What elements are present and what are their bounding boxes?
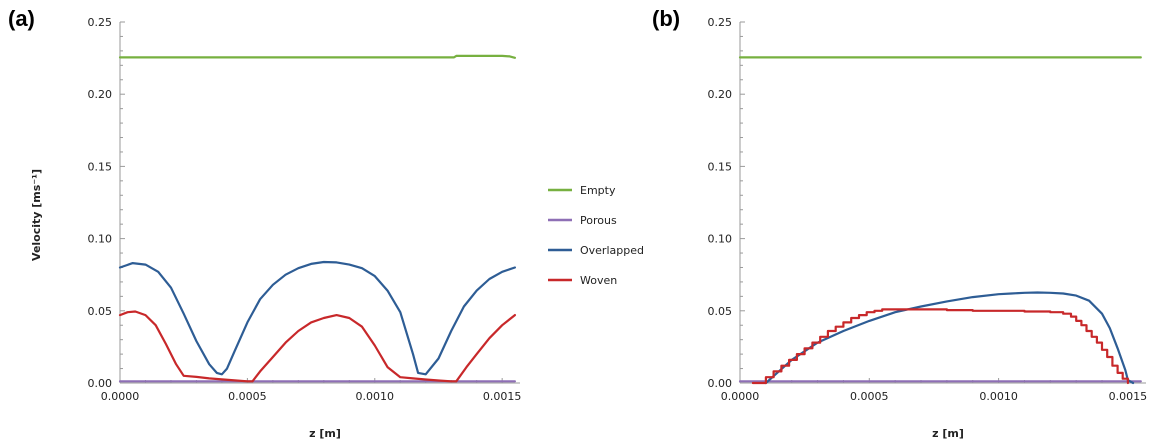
y-tick-label-a: 0.20 <box>88 88 113 101</box>
x-tick-label-b: 0.0015 <box>1109 390 1148 403</box>
legend-label-woven: Woven <box>580 274 617 287</box>
legend-label-overlapped: Overlapped <box>580 244 644 257</box>
panel-label-b: (b) <box>652 6 680 31</box>
x-axis-title-a: z [m] <box>309 427 341 440</box>
y-tick-label-a: 0.10 <box>88 233 113 246</box>
y-tick-label-a: 0.05 <box>88 305 113 318</box>
x-tick-label-a: 0.0005 <box>228 390 267 403</box>
y-tick-label-b: 0.15 <box>708 160 733 173</box>
panel-label-a: (a) <box>8 6 35 31</box>
y-tick-label-b: 0.00 <box>708 377 733 390</box>
chart-a: (a) 0.00 0.05 0.10 0.15 0.20 0.25 0.0000 0.0005 0… <box>8 6 644 440</box>
x-tick-label-a: 0.0000 <box>101 390 140 403</box>
series-line-woven-a <box>118 310 516 383</box>
series-line-series-2-b <box>764 291 1135 385</box>
y-tick-label-b: 0.05 <box>708 305 733 318</box>
legend-label-empty: Empty <box>580 184 616 197</box>
x-tick-label-a: 0.0010 <box>356 390 395 403</box>
y-axis-title-a: Velocity [ms⁻¹] <box>30 169 43 261</box>
legend: Empty Porous Overlapped Woven <box>548 184 644 287</box>
legend-label-porous: Porous <box>580 214 617 227</box>
x-axis-title-b: z [m] <box>932 427 964 440</box>
series-line-empty-a <box>118 54 516 59</box>
y-tick-label-b: 0.20 <box>708 88 733 101</box>
x-tick-label-a: 0.0015 <box>483 390 522 403</box>
x-tick-label-b: 0.0005 <box>850 390 889 403</box>
x-tick-label-b: 0.0000 <box>721 390 760 403</box>
y-tick-label-a: 0.00 <box>88 377 113 390</box>
y-tick-label-a: 0.25 <box>88 16 113 29</box>
series-line-series-3-b <box>751 308 1129 385</box>
series-line-overlapped-a <box>118 260 516 376</box>
chart-b: (b) 0.00 0.05 0.10 0.15 0.20 0.25 0.0000 0.0005 0… <box>652 6 1147 440</box>
x-tick-label-b: 0.0010 <box>979 390 1018 403</box>
y-tick-label-a: 0.15 <box>88 160 113 173</box>
y-tick-label-b: 0.10 <box>708 233 733 246</box>
y-tick-label-b: 0.25 <box>708 16 733 29</box>
